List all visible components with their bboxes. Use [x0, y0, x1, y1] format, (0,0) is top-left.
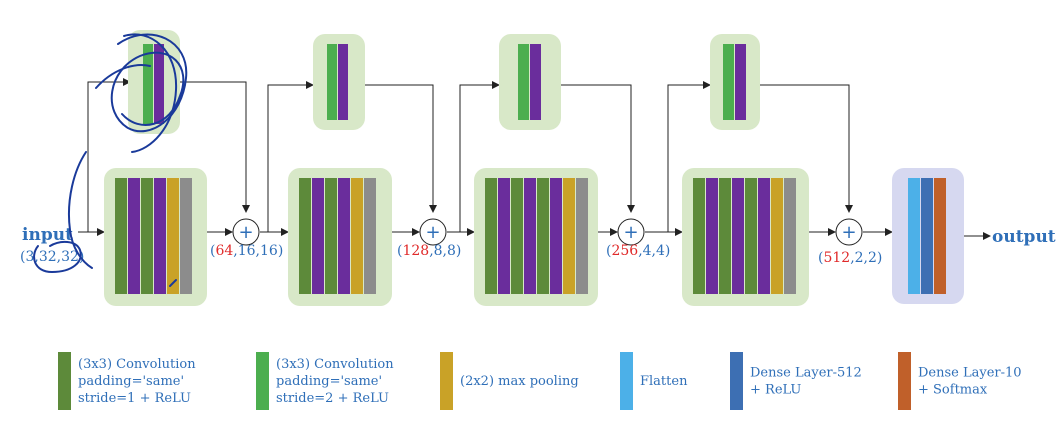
- legend-label-6-line-1: Dense Layer-10: [918, 366, 1022, 381]
- main-block-1-layer-3: [141, 178, 153, 294]
- main-block-2-layer-1: [299, 178, 311, 294]
- main-block-1-layer-1: [115, 178, 127, 294]
- add-node-2-circle: [419, 218, 447, 246]
- legend-item-1: (3x3) Convolution padding='same' stride=1 …: [58, 352, 196, 410]
- legend-swatch-6: [898, 352, 911, 410]
- main-block-4-layer-6: [758, 178, 770, 294]
- main-block-1-layer-4: [154, 178, 166, 294]
- main-block-3-layer-2: [498, 178, 510, 294]
- legend-item-2: (3x3) Convolution padding='same' stride=2 …: [256, 352, 394, 410]
- stage-3-shape: (256,4,4): [606, 243, 670, 259]
- output-block-layer-2: [921, 178, 933, 294]
- output-block-layer-1: [908, 178, 920, 294]
- legend-label-2-line-1: (3x3) Convolution: [276, 357, 394, 372]
- legend-label-5-line-1: Dense Layer-512: [750, 366, 862, 381]
- legend-swatch-3: [440, 352, 453, 410]
- legend-item-5: Dense Layer-512 + ReLU: [730, 352, 862, 410]
- legend-label-2-line-3: stride=2 + ReLU: [276, 391, 389, 406]
- legend-swatch-1: [58, 352, 71, 410]
- stage-1-shape: (64,16,16): [210, 243, 283, 259]
- main-block-3-layer-4: [524, 178, 536, 294]
- main-block-4-layer-4: [732, 178, 744, 294]
- main-block-4-layer-2: [706, 178, 718, 294]
- main-block-4-layer-3: [719, 178, 731, 294]
- network-blocks: [104, 30, 964, 306]
- legend-label-2-line-2: padding='same': [276, 374, 382, 389]
- add-node-2-symbol: +: [425, 222, 440, 243]
- skip-block-2: [313, 34, 365, 130]
- main-block-3: [474, 168, 598, 306]
- legend-item-3: (2x2) max pooling: [440, 352, 579, 410]
- main-block-1: [104, 168, 207, 306]
- main-block-1-layer-5: [167, 178, 179, 294]
- main-block-3-layer-7: [563, 178, 575, 294]
- add-node-3: +: [617, 218, 645, 246]
- legend-swatch-2: [256, 352, 269, 410]
- legend-label-6-line-2: + Softmax: [918, 383, 988, 398]
- main-block-3-layer-3: [511, 178, 523, 294]
- add-node-1-symbol: +: [238, 222, 253, 243]
- output-block: [892, 168, 964, 304]
- legend-label-1-line-3: stride=1 + ReLU: [78, 391, 191, 406]
- stage-2-shape: (128,8,8): [397, 243, 461, 259]
- main-block-4-layer-8: [784, 178, 796, 294]
- add-node-3-symbol: +: [623, 222, 638, 243]
- legend-label-4-line-1: Flatten: [640, 374, 688, 389]
- input-label: input: [22, 225, 73, 245]
- add-node-1-circle: [232, 218, 260, 246]
- main-block-1-layer-6: [180, 178, 192, 294]
- legend-label-5-line-2: + ReLU: [750, 383, 801, 398]
- main-block-4: [682, 168, 809, 306]
- output-label: output: [992, 227, 1056, 247]
- skip-block-2-layer-2: [338, 44, 348, 120]
- skip-block-3: [499, 34, 561, 130]
- main-block-2-layer-6: [364, 178, 376, 294]
- add-node-4-circle: [835, 218, 863, 246]
- add-node-4-symbol: +: [841, 222, 856, 243]
- skip-block-3-layer-2: [530, 44, 541, 120]
- add-node-2: +: [419, 218, 447, 246]
- legend-label-1-line-1: (3x3) Convolution: [78, 357, 196, 372]
- add-node-3-circle: [617, 218, 645, 246]
- main-block-4-layer-5: [745, 178, 757, 294]
- skip-block-1-layer-1: [143, 44, 153, 124]
- connection-lines: [78, 78, 991, 240]
- main-block-3-layer-8: [576, 178, 588, 294]
- skip-block-1: [128, 30, 180, 134]
- main-block-4-layer-1: [693, 178, 705, 294]
- skip-block-2-layer-1: [327, 44, 337, 120]
- skip-block-4-layer-2: [735, 44, 746, 120]
- legend-label-3-line-1: (2x2) max pooling: [460, 374, 579, 389]
- legend-item-4: Flatten: [620, 352, 688, 410]
- skip-block-4: [710, 34, 760, 130]
- main-block-3-layer-5: [537, 178, 549, 294]
- stage-4-shape: (512,2,2): [818, 250, 882, 266]
- legend-item-6: Dense Layer-10 + Softmax: [898, 352, 1022, 410]
- main-block-2-layer-4: [338, 178, 350, 294]
- main-block-2-layer-3: [325, 178, 337, 294]
- skip-block-4-layer-1: [723, 44, 734, 120]
- add-node-1: +: [232, 218, 260, 246]
- main-block-4-layer-7: [771, 178, 783, 294]
- legend-swatch-4: [620, 352, 633, 410]
- output-block-layer-3: [934, 178, 946, 294]
- skip-block-1-layer-2: [154, 44, 164, 124]
- legend-label-1-line-2: padding='same': [78, 374, 184, 389]
- add-nodes: + + + +: [232, 218, 863, 246]
- main-block-3-layer-6: [550, 178, 562, 294]
- main-block-2: [288, 168, 392, 306]
- handwritten-scribble: [33, 33, 188, 287]
- main-block-2-layer-2: [312, 178, 324, 294]
- legend: (3x3) Convolution padding='same' stride=1 …: [58, 352, 1022, 410]
- main-block-1-layer-2: [128, 178, 140, 294]
- legend-swatch-5: [730, 352, 743, 410]
- main-block-2-layer-5: [351, 178, 363, 294]
- skip-block-3-layer-1: [518, 44, 529, 120]
- input-shape: (3,32,32): [20, 249, 84, 265]
- main-block-3-layer-1: [485, 178, 497, 294]
- add-node-4: +: [835, 218, 863, 246]
